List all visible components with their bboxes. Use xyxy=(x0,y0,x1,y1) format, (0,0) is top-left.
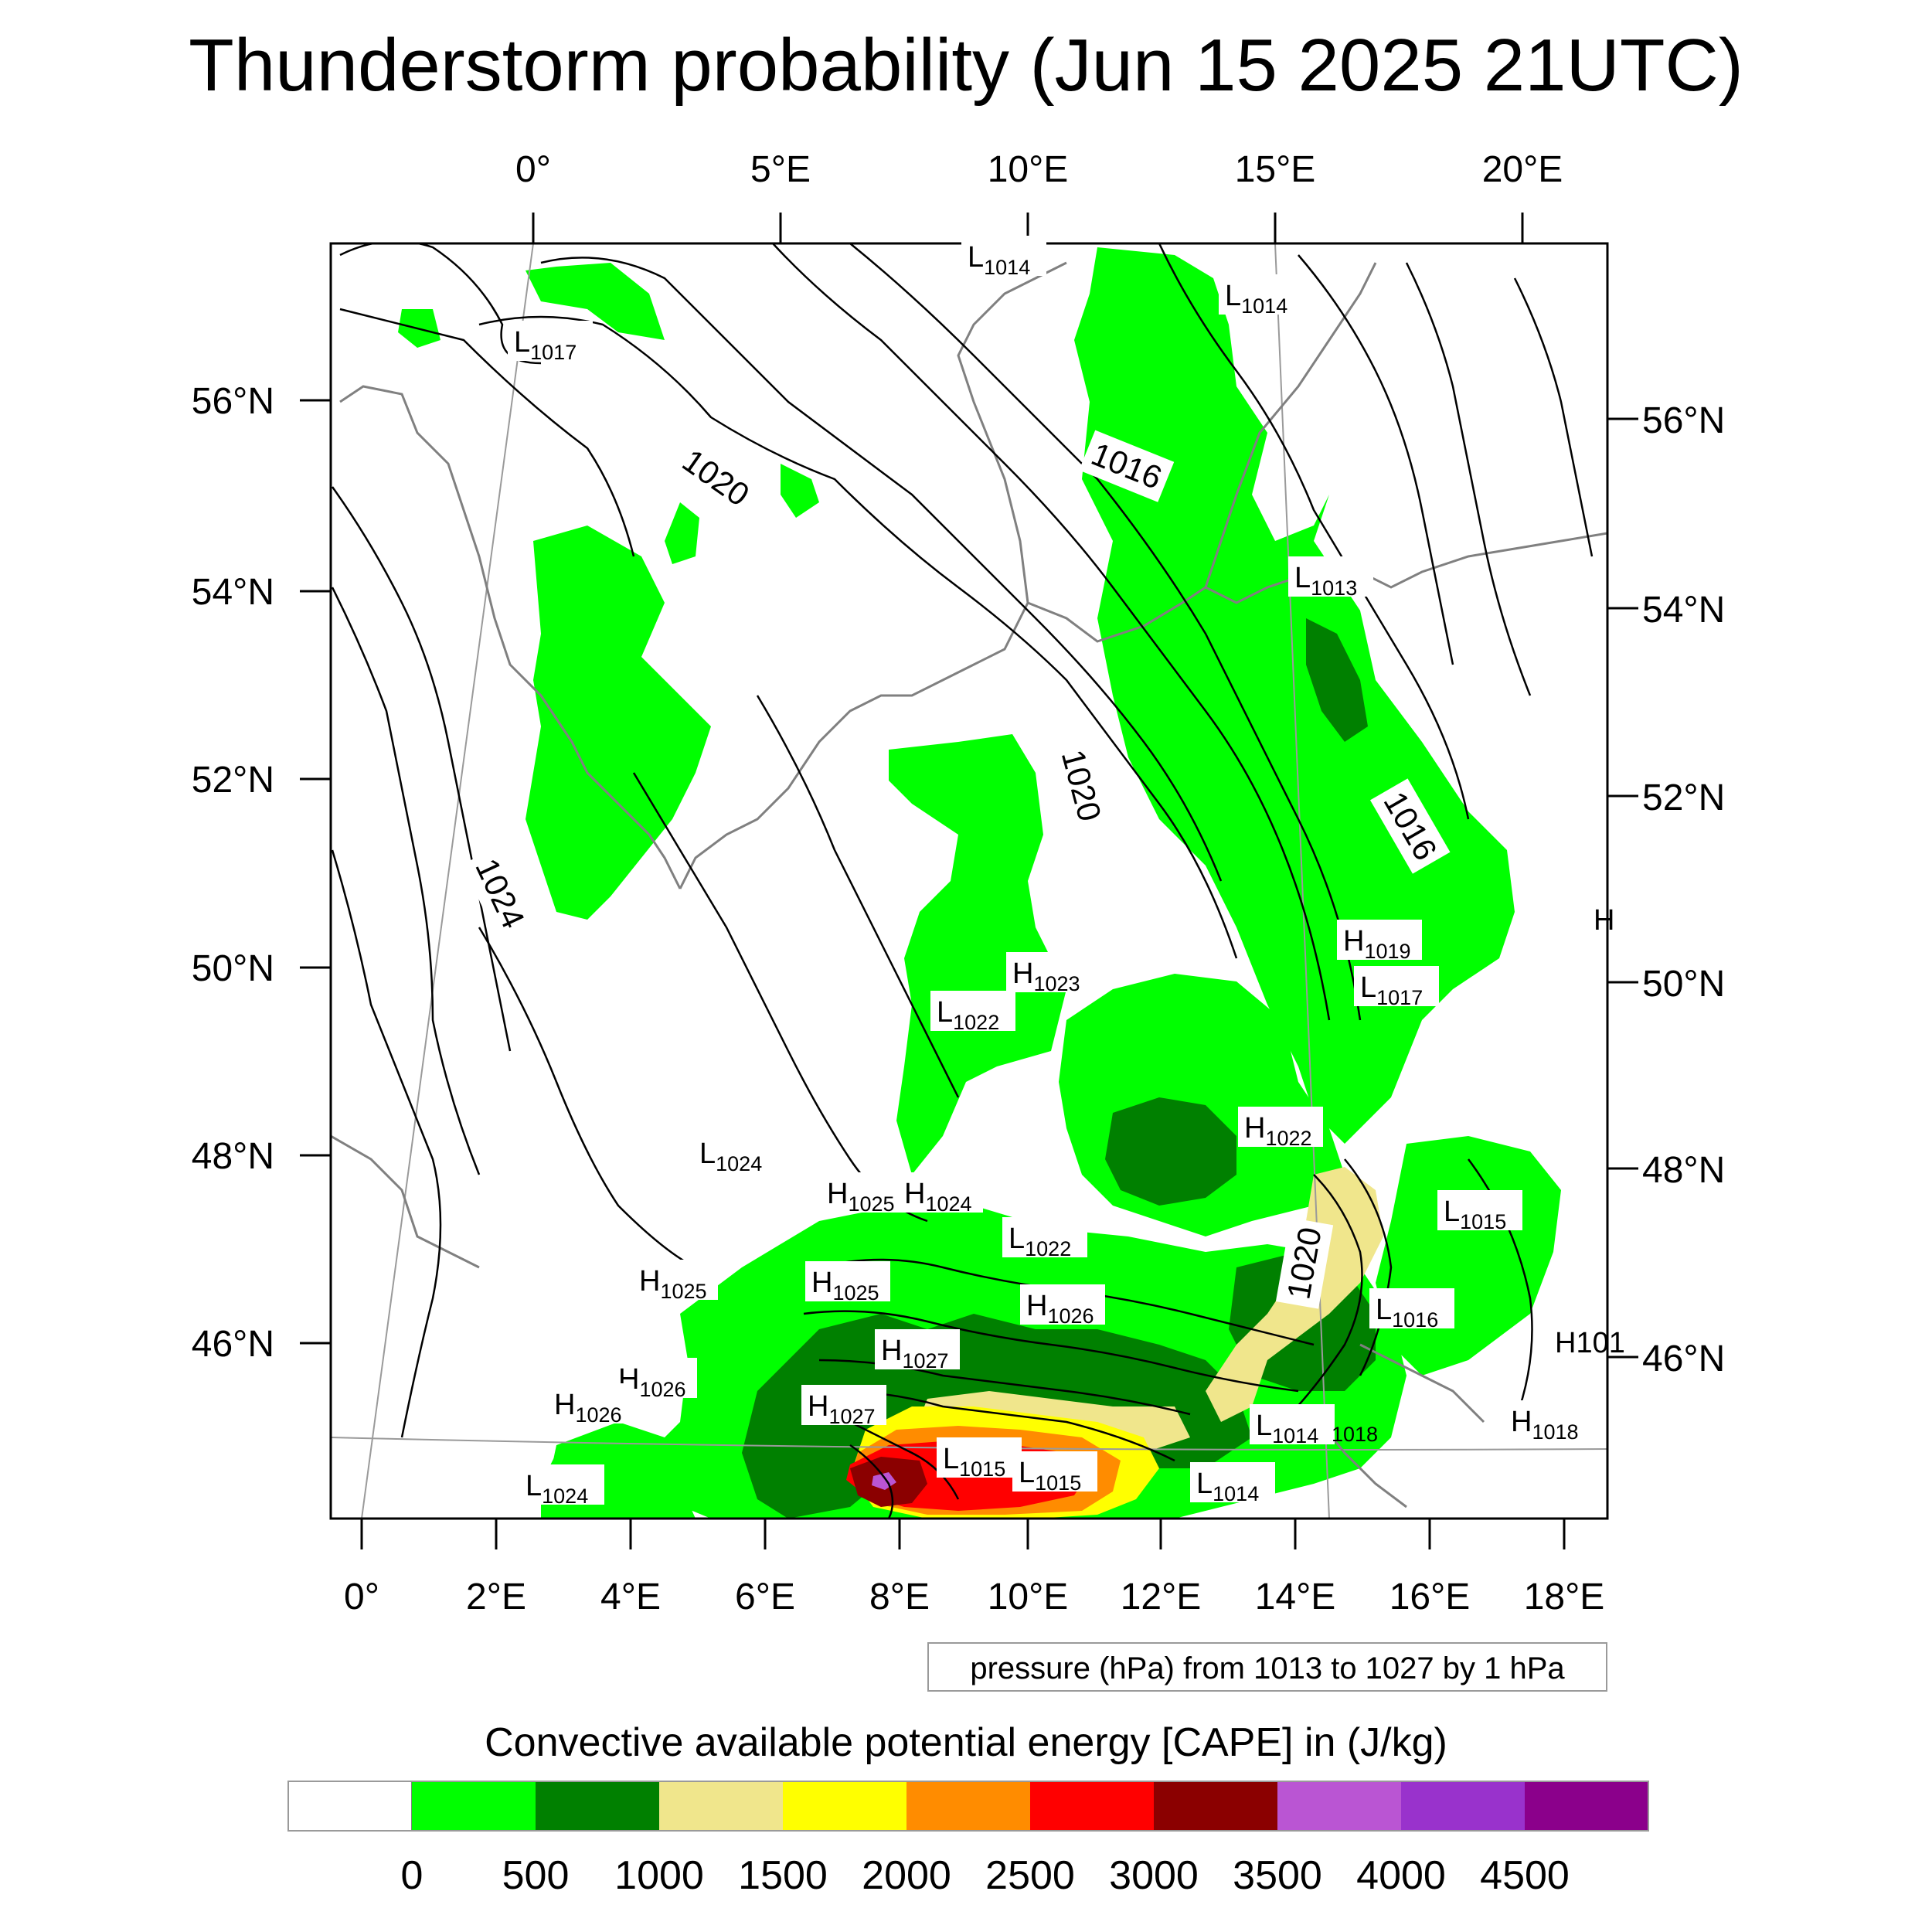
left-lat-label: 46°N xyxy=(192,1324,274,1365)
bottom-lon-label: 4°E xyxy=(600,1577,661,1617)
pressure-center-label: L1014 xyxy=(968,241,1030,279)
left-lat-label: 50°N xyxy=(192,948,274,989)
pressure-center-label: H1025 xyxy=(811,1267,879,1304)
pressure-center-label: L1015 xyxy=(1019,1457,1081,1495)
pressure-center-label: L1014 xyxy=(1196,1468,1259,1505)
edge-center-label: H xyxy=(1594,904,1614,937)
pressure-center-label: H1018 xyxy=(1511,1406,1579,1444)
right-lat-label: 48°N xyxy=(1642,1150,1725,1191)
pressure-center-label: L1014 xyxy=(1256,1410,1318,1447)
colorbar-swatch xyxy=(287,1781,413,1832)
pressure-center-label: L1013 xyxy=(1294,562,1357,600)
cape-area-de-west xyxy=(889,734,1066,1175)
top-axis: 0° 5°E 10°E 15°E 20°E xyxy=(515,149,1563,243)
pressure-center-label: H1019 xyxy=(1343,925,1411,963)
pressure-centers: L1014 L1014 L1017 L1013 H1019 L1017 H102… xyxy=(508,236,1625,1508)
pressure-center-label: L1016 xyxy=(1376,1294,1438,1332)
left-lat-label: 56°N xyxy=(192,381,274,422)
contour-note: pressure (hPa) from 1013 to 1027 by 1 hP… xyxy=(927,1642,1607,1692)
pressure-center-label: L1022 xyxy=(1009,1223,1071,1260)
cape-area-north-sea xyxy=(526,526,711,920)
colorbar-tick-label: 1000 xyxy=(614,1853,704,1898)
right-axis: 56°N 54°N 52°N 50°N 48°N 46°N xyxy=(1607,400,1725,1379)
left-axis: 56°N 54°N 52°N 50°N 48°N 46°N xyxy=(192,381,331,1365)
colorbar-swatch xyxy=(412,1781,536,1831)
right-lat-label: 50°N xyxy=(1642,964,1725,1005)
colorbar-swatch xyxy=(1401,1781,1525,1831)
pressure-center-label: H1025 xyxy=(827,1178,895,1216)
colorbar-tick-label: 4500 xyxy=(1480,1853,1570,1898)
cape-area-east-sea xyxy=(665,502,699,564)
colorbar-swatch xyxy=(1154,1781,1277,1831)
cape-area-dark-2 xyxy=(1306,618,1368,742)
colorbar-tick-label: 3000 xyxy=(1109,1853,1199,1898)
pressure-center-label: L1015 xyxy=(943,1443,1005,1481)
cape-area-southeast xyxy=(1376,1136,1561,1376)
left-lat-label: 54°N xyxy=(192,572,274,613)
pressure-center-label: L1015 xyxy=(1444,1196,1506,1233)
bottom-lon-label: 18°E xyxy=(1524,1577,1605,1617)
pressure-center-label: H1024 xyxy=(904,1178,972,1216)
top-lon-label: 5°E xyxy=(750,149,811,190)
cape-area-fr xyxy=(781,464,819,518)
cape-area-dark-1 xyxy=(1105,1097,1236,1206)
colorbar-tick-label: 3500 xyxy=(1233,1853,1322,1898)
colorbar-swatch xyxy=(659,1781,783,1831)
cape-area-uk-north xyxy=(526,263,665,340)
colorbar-swatch xyxy=(1030,1781,1154,1831)
pressure-value-label: 1018 xyxy=(1332,1423,1378,1446)
bottom-lon-label: 16°E xyxy=(1389,1577,1471,1617)
bottom-axis: 0° 2°E 4°E 6°E 8°E 10°E 12°E 14°E 16°E 1… xyxy=(344,1519,1604,1617)
pressure-center-label: H1025 xyxy=(639,1265,707,1303)
bottom-lon-label: 10°E xyxy=(988,1577,1069,1617)
colorbar-tick-label: 2000 xyxy=(862,1853,951,1898)
bottom-lon-label: 14°E xyxy=(1255,1577,1336,1617)
edge-center-label: H101 xyxy=(1555,1327,1625,1359)
right-lat-label: 56°N xyxy=(1642,400,1725,441)
colorbar-tick-label: 1500 xyxy=(738,1853,828,1898)
top-lon-label: 15°E xyxy=(1235,149,1316,190)
colorbar-swatch xyxy=(783,1781,906,1831)
colorbar-tick-label: 500 xyxy=(502,1853,570,1898)
bottom-lon-label: 12°E xyxy=(1121,1577,1202,1617)
pressure-center-label: H1027 xyxy=(808,1390,876,1428)
colorbar-title: Convective available potential energy [C… xyxy=(485,1720,1447,1765)
colorbar-swatch xyxy=(906,1781,1030,1831)
colorbar-swatch xyxy=(1525,1781,1648,1831)
top-lon-label: 0° xyxy=(515,149,551,190)
pressure-center-label: H1026 xyxy=(554,1389,622,1427)
left-lat-label: 52°N xyxy=(192,760,274,801)
right-lat-label: 54°N xyxy=(1642,590,1725,631)
pressure-center-label: L1022 xyxy=(937,996,999,1034)
top-lon-label: 20°E xyxy=(1482,149,1563,190)
pressure-center-label: L1017 xyxy=(1360,971,1423,1009)
colorbar-tick-label: 0 xyxy=(401,1853,423,1898)
pressure-center-label: L1024 xyxy=(699,1138,762,1175)
colorbar-frame xyxy=(287,1781,1649,1832)
pressure-center-label: L1014 xyxy=(1225,280,1287,318)
right-lat-label: 46°N xyxy=(1642,1338,1725,1379)
pressure-center-label: L1024 xyxy=(526,1470,588,1508)
right-lat-label: 52°N xyxy=(1642,777,1725,818)
isobar-labels: 1020 1016 1020 1016 1024 1020 xyxy=(462,430,1451,1309)
colorbar-tick-label: 4000 xyxy=(1356,1853,1446,1898)
bottom-lon-label: 2°E xyxy=(466,1577,526,1617)
colorbar: 0 500 1000 1500 2000 2500 3000 3500 4000 4500 xyxy=(287,1781,1649,1898)
left-lat-label: 48°N xyxy=(192,1136,274,1177)
bottom-lon-label: 0° xyxy=(344,1577,379,1617)
pressure-center-label: L1017 xyxy=(514,326,577,364)
bottom-lon-label: 8°E xyxy=(869,1577,930,1617)
colorbar-swatch xyxy=(536,1781,659,1831)
figure-title: Thunderstorm probability (Jun 15 2025 21… xyxy=(189,24,1743,107)
pressure-center-label: H1022 xyxy=(1244,1112,1312,1150)
pressure-center-label: H1027 xyxy=(881,1335,949,1372)
colorbar-swatch xyxy=(1277,1781,1401,1831)
top-lon-label: 10°E xyxy=(988,149,1069,190)
pressure-center-label: H1026 xyxy=(1026,1290,1094,1328)
pressure-center-label: H1023 xyxy=(1012,957,1080,995)
bottom-lon-label: 6°E xyxy=(735,1577,795,1617)
colorbar-tick-label: 2500 xyxy=(985,1853,1075,1898)
